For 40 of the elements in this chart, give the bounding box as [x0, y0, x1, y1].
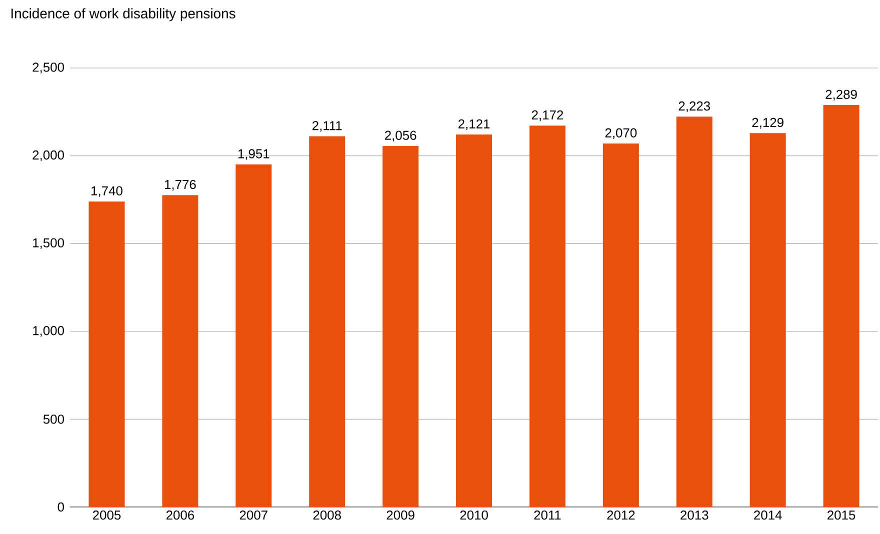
chart-title: Incidence of work disability pensions	[11, 8, 236, 22]
data-label: 2,121	[458, 119, 490, 130]
data-label: 2,111	[312, 121, 342, 132]
y-tick-label: 2,500	[32, 62, 64, 74]
bar	[382, 146, 419, 507]
data-label: 2,056	[385, 130, 416, 142]
y-tick-label: 0	[58, 502, 64, 512]
bar	[309, 136, 346, 507]
bar	[456, 134, 492, 507]
data-label: 2,070	[605, 128, 637, 139]
y-tick-label: 1,500	[33, 238, 64, 249]
bar	[162, 195, 198, 507]
x-tick-label: 2010	[460, 510, 488, 520]
bar	[88, 201, 125, 507]
y-tick-label: 500	[43, 414, 64, 424]
x-tick-label: 2007	[240, 510, 268, 520]
x-tick-label: 2006	[166, 510, 194, 520]
x-tick-label: 2015	[828, 510, 856, 520]
data-label: 1,776	[164, 180, 196, 191]
bar	[750, 133, 786, 507]
bar	[529, 126, 566, 507]
data-label: 2,289	[826, 90, 857, 101]
y-tick-label: 2,000	[32, 150, 64, 162]
x-tick-label: 2013	[680, 510, 708, 520]
data-label: 2,172	[532, 110, 564, 122]
bar	[823, 105, 860, 507]
bar	[676, 116, 712, 507]
data-label: 1,740	[92, 186, 122, 197]
x-tick-label: 2005	[92, 510, 121, 520]
y-tick-label: 1,000	[33, 326, 64, 337]
data-label: 2,223	[678, 101, 710, 112]
x-tick-label: 2014	[754, 510, 782, 520]
bar	[236, 164, 272, 507]
x-tick-label: 2008	[313, 510, 341, 520]
data-label: 1,951	[238, 149, 270, 160]
x-tick-label: 2011	[534, 510, 561, 520]
data-label: 2,129	[752, 118, 784, 129]
x-tick-label: 2009	[386, 510, 414, 520]
x-tick-label: 2012	[607, 510, 635, 520]
bar	[602, 143, 639, 507]
